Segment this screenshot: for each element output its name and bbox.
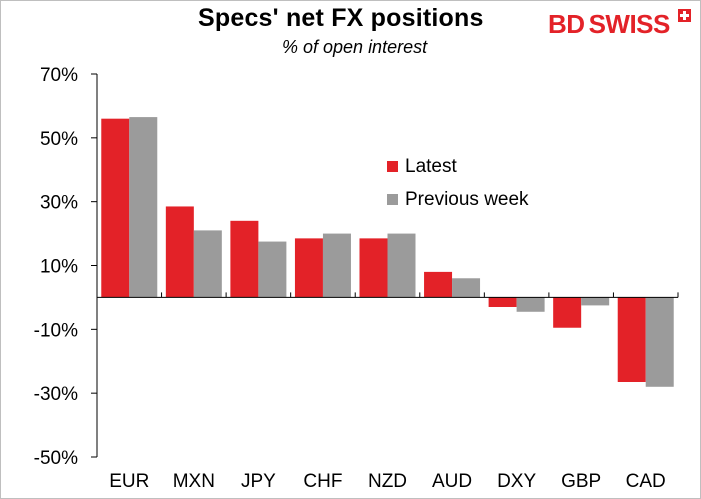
bar-latest-cad [617,297,646,382]
bar-latest-eur [101,118,130,298]
y-tick-label: -10% [34,320,78,341]
bar-previous-week-gbp [581,297,610,306]
bdswiss-logo: BD SWISS [548,9,670,40]
bar-previous-week-eur [129,117,158,298]
logo-text-swiss: SWISS [588,9,671,39]
labels-group: 70% 50% 30% 10% -10% -30% -50% EUR MXN JPY CHF NZD A… [34,65,666,492]
x-tick-label-cad: CAD [626,471,666,492]
legend-item-previous-week: Previous week [387,183,529,216]
legend-item-latest: Latest [387,150,529,183]
bar-previous-week-nzd [387,233,416,298]
bar-latest-gbp [553,297,582,328]
logo-text-bd: BD [548,9,585,39]
bar-latest-chf [294,238,323,298]
x-tick-label-gbp: GBP [561,471,601,492]
y-tick-label: -50% [34,448,78,469]
swiss-cross-icon [678,9,691,22]
y-tick-label: 70% [40,65,78,86]
legend-label-latest: Latest [405,155,457,177]
legend-swatch-previous-week [387,194,398,205]
bar-latest-mxn [165,206,194,298]
axes-group [91,73,679,458]
x-tick-label-jpy: JPY [241,471,276,492]
y-tick-label: 10% [40,257,78,278]
x-tick-label-aud: AUD [432,471,472,492]
y-tick-label: -30% [34,384,78,405]
legend-label-previous-week: Previous week [405,188,529,210]
x-tick-label-dxy: DXY [497,471,536,492]
bar-latest-aud [424,271,453,298]
x-tick-label-chf: CHF [303,471,342,492]
bar-previous-week-jpy [258,241,287,298]
bar-latest-dxy [488,297,517,307]
x-tick-label-nzd: NZD [368,471,407,492]
bar-latest-jpy [230,220,259,298]
legend: Latest Previous week [387,150,529,216]
bar-previous-week-chf [322,233,351,298]
x-tick-label-mxn: MXN [173,471,215,492]
legend-swatch-latest [387,161,398,172]
bar-previous-week-aud [452,278,481,298]
bar-latest-nzd [359,238,388,298]
bar-previous-week-mxn [193,230,222,298]
bar-previous-week-cad [645,297,674,387]
chart-subtitle: % of open interest [282,37,428,57]
chart-title: Specs' net FX positions [198,4,484,32]
bars-group [101,117,674,387]
y-tick-label: 30% [40,193,78,214]
y-tick-label: 50% [40,129,78,150]
x-tick-label-eur: EUR [109,471,149,492]
bar-previous-week-dxy [516,297,545,312]
